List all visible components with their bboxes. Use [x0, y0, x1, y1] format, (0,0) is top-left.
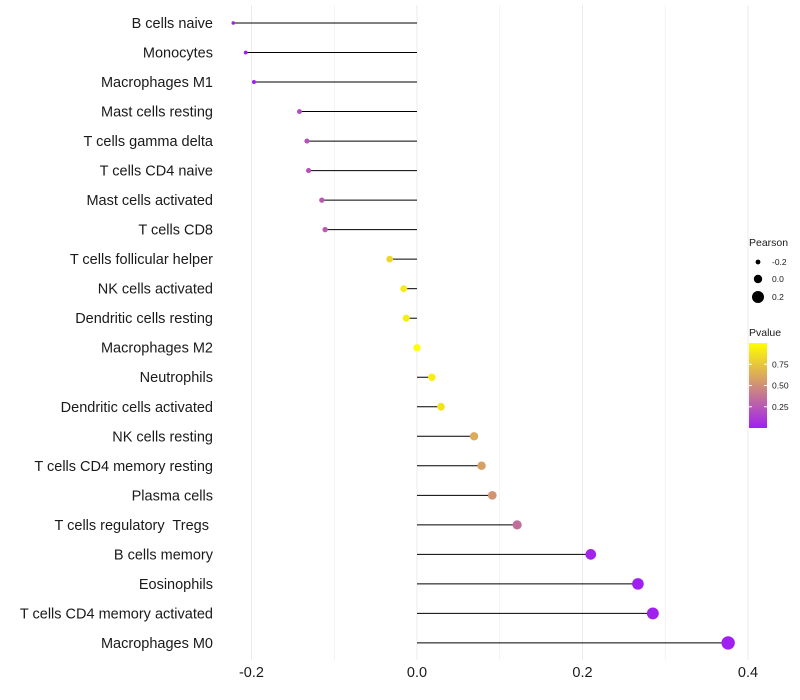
legend-color-label: 0.50: [772, 381, 789, 391]
legend-size-title: Pearson: [749, 237, 788, 249]
points: [231, 21, 735, 650]
category-label: T cells CD4 memory resting: [34, 459, 213, 475]
category-label: Macrophages M1: [101, 75, 213, 91]
data-point: [477, 461, 486, 471]
x-tick-label: 0.0: [407, 665, 427, 681]
data-point: [413, 344, 421, 352]
legend-size-key: [752, 291, 764, 303]
data-point: [251, 80, 256, 85]
category-label: T cells regulatory Tregs: [55, 518, 214, 534]
category-label: Eosinophils: [139, 577, 213, 593]
category-label: Dendritic cells activated: [61, 400, 213, 416]
data-point: [297, 109, 302, 115]
x-tick-label: -0.2: [239, 665, 264, 681]
data-point: [646, 607, 659, 620]
data-point: [469, 432, 479, 441]
data-point: [512, 520, 522, 530]
category-label: NK cells activated: [98, 282, 213, 298]
x-axis-ticks: -0.2 0.0 0.2 0.4: [239, 665, 758, 681]
legend-color-label: 0.75: [772, 359, 789, 369]
data-point: [243, 50, 248, 55]
category-labels: B cells naive Monocytes Macrophages M1 Mast…: [20, 16, 214, 652]
data-point: [428, 373, 436, 382]
x-tick-label: 0.4: [738, 665, 758, 681]
category-label: T cells CD4 naive: [100, 164, 213, 180]
data-point: [304, 138, 310, 144]
data-point: [231, 21, 236, 25]
category-label: T cells CD4 memory activated: [20, 606, 213, 622]
legend-color-ticks: 0.75 0.50 0.25: [749, 359, 789, 412]
data-point: [437, 402, 445, 411]
category-label: Dendritic cells resting: [75, 311, 213, 327]
data-point: [319, 197, 325, 203]
legend-size-label: -0.2: [772, 257, 787, 267]
legend-colorbar: [749, 343, 767, 428]
category-label: T cells follicular helper: [70, 252, 213, 268]
category-label: Plasma cells: [132, 488, 213, 504]
legend: Pearson -0.2 0.0 0.2 Pvalue 0.75 0.50 0.25: [749, 237, 789, 428]
data-point: [306, 168, 312, 174]
stems: [233, 22, 729, 644]
data-point: [585, 549, 597, 560]
category-label: B cells memory: [114, 547, 214, 563]
x-tick-label: 0.2: [572, 665, 592, 681]
category-label: Macrophages M2: [101, 341, 213, 357]
data-point: [322, 226, 328, 233]
data-point: [721, 636, 735, 650]
category-label: T cells gamma delta: [84, 134, 214, 150]
category-label: Monocytes: [143, 46, 213, 62]
data-point: [632, 578, 644, 590]
legend-size-label: 0.2: [772, 292, 784, 302]
category-label: B cells naive: [132, 16, 213, 32]
legend-size-key: [753, 274, 763, 284]
category-label: T cells CD8: [138, 223, 213, 239]
data-point: [400, 285, 408, 293]
legend-size-key: [755, 259, 761, 265]
data-point: [402, 314, 410, 322]
data-point: [487, 490, 497, 500]
legend-color-title: Pvalue: [749, 327, 781, 339]
category-label: Macrophages M0: [101, 636, 213, 652]
grid-lines: [250, 5, 749, 660]
category-label: Neutrophils: [140, 370, 213, 386]
category-label: NK cells resting: [112, 429, 213, 445]
legend-color-label: 0.25: [772, 402, 789, 412]
category-label: Mast cells activated: [86, 193, 213, 209]
legend-size-entries: -0.2 0.0 0.2: [752, 257, 787, 303]
data-point: [386, 255, 394, 263]
legend-size-label: 0.0: [772, 274, 784, 284]
category-label: Mast cells resting: [101, 105, 213, 121]
